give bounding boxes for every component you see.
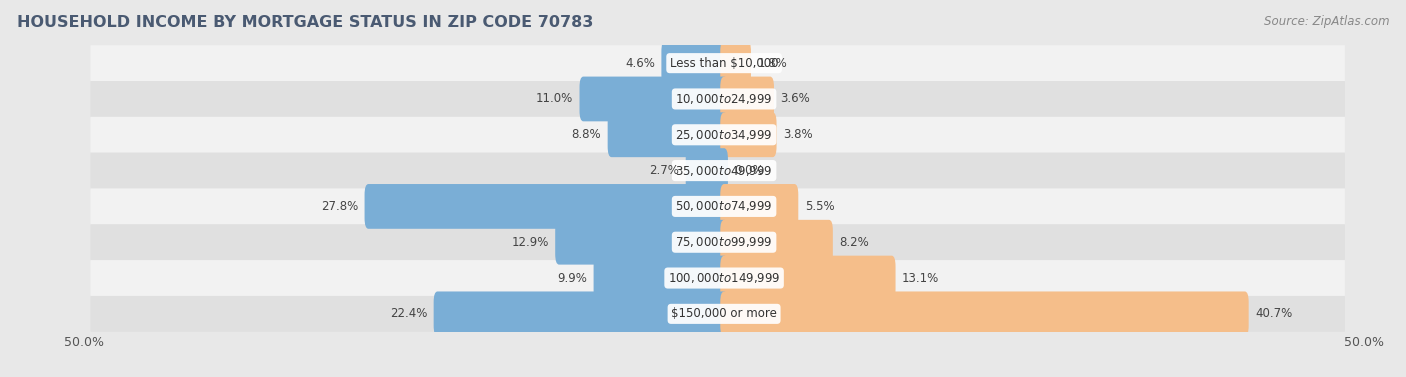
- Text: $25,000 to $34,999: $25,000 to $34,999: [675, 128, 773, 142]
- Text: 13.1%: 13.1%: [901, 271, 939, 285]
- Text: 8.8%: 8.8%: [572, 128, 602, 141]
- Text: $50,000 to $74,999: $50,000 to $74,999: [675, 199, 773, 213]
- FancyBboxPatch shape: [90, 260, 1346, 296]
- Text: $100,000 to $149,999: $100,000 to $149,999: [668, 271, 780, 285]
- FancyBboxPatch shape: [90, 296, 1346, 332]
- FancyBboxPatch shape: [720, 256, 896, 300]
- Text: 5.5%: 5.5%: [804, 200, 834, 213]
- Text: 27.8%: 27.8%: [321, 200, 359, 213]
- Text: HOUSEHOLD INCOME BY MORTGAGE STATUS IN ZIP CODE 70783: HOUSEHOLD INCOME BY MORTGAGE STATUS IN Z…: [17, 15, 593, 30]
- Text: Source: ZipAtlas.com: Source: ZipAtlas.com: [1264, 15, 1389, 28]
- Text: 8.2%: 8.2%: [839, 236, 869, 249]
- FancyBboxPatch shape: [90, 45, 1346, 81]
- Text: $150,000 or more: $150,000 or more: [671, 307, 778, 320]
- Text: $35,000 to $49,999: $35,000 to $49,999: [675, 164, 773, 178]
- FancyBboxPatch shape: [661, 41, 728, 86]
- Text: 2.7%: 2.7%: [650, 164, 679, 177]
- Text: 4.6%: 4.6%: [626, 57, 655, 70]
- FancyBboxPatch shape: [720, 41, 751, 86]
- Text: 40.7%: 40.7%: [1256, 307, 1292, 320]
- FancyBboxPatch shape: [686, 148, 728, 193]
- FancyBboxPatch shape: [555, 220, 728, 265]
- Text: 9.9%: 9.9%: [557, 271, 588, 285]
- FancyBboxPatch shape: [579, 77, 728, 121]
- FancyBboxPatch shape: [720, 77, 773, 121]
- Text: 1.8%: 1.8%: [758, 57, 787, 70]
- Text: 12.9%: 12.9%: [512, 236, 548, 249]
- Text: 3.8%: 3.8%: [783, 128, 813, 141]
- FancyBboxPatch shape: [90, 188, 1346, 224]
- FancyBboxPatch shape: [593, 256, 728, 300]
- FancyBboxPatch shape: [433, 291, 728, 336]
- Text: $10,000 to $24,999: $10,000 to $24,999: [675, 92, 773, 106]
- Text: 0.0%: 0.0%: [734, 164, 763, 177]
- FancyBboxPatch shape: [720, 112, 776, 157]
- FancyBboxPatch shape: [90, 117, 1346, 153]
- FancyBboxPatch shape: [720, 291, 1249, 336]
- FancyBboxPatch shape: [720, 184, 799, 229]
- FancyBboxPatch shape: [90, 81, 1346, 117]
- Text: Less than $10,000: Less than $10,000: [669, 57, 779, 70]
- FancyBboxPatch shape: [720, 220, 832, 265]
- Text: $75,000 to $99,999: $75,000 to $99,999: [675, 235, 773, 249]
- Text: 22.4%: 22.4%: [389, 307, 427, 320]
- FancyBboxPatch shape: [364, 184, 728, 229]
- FancyBboxPatch shape: [90, 153, 1346, 188]
- Text: 11.0%: 11.0%: [536, 92, 574, 106]
- Text: 3.6%: 3.6%: [780, 92, 810, 106]
- FancyBboxPatch shape: [90, 224, 1346, 260]
- FancyBboxPatch shape: [607, 112, 728, 157]
